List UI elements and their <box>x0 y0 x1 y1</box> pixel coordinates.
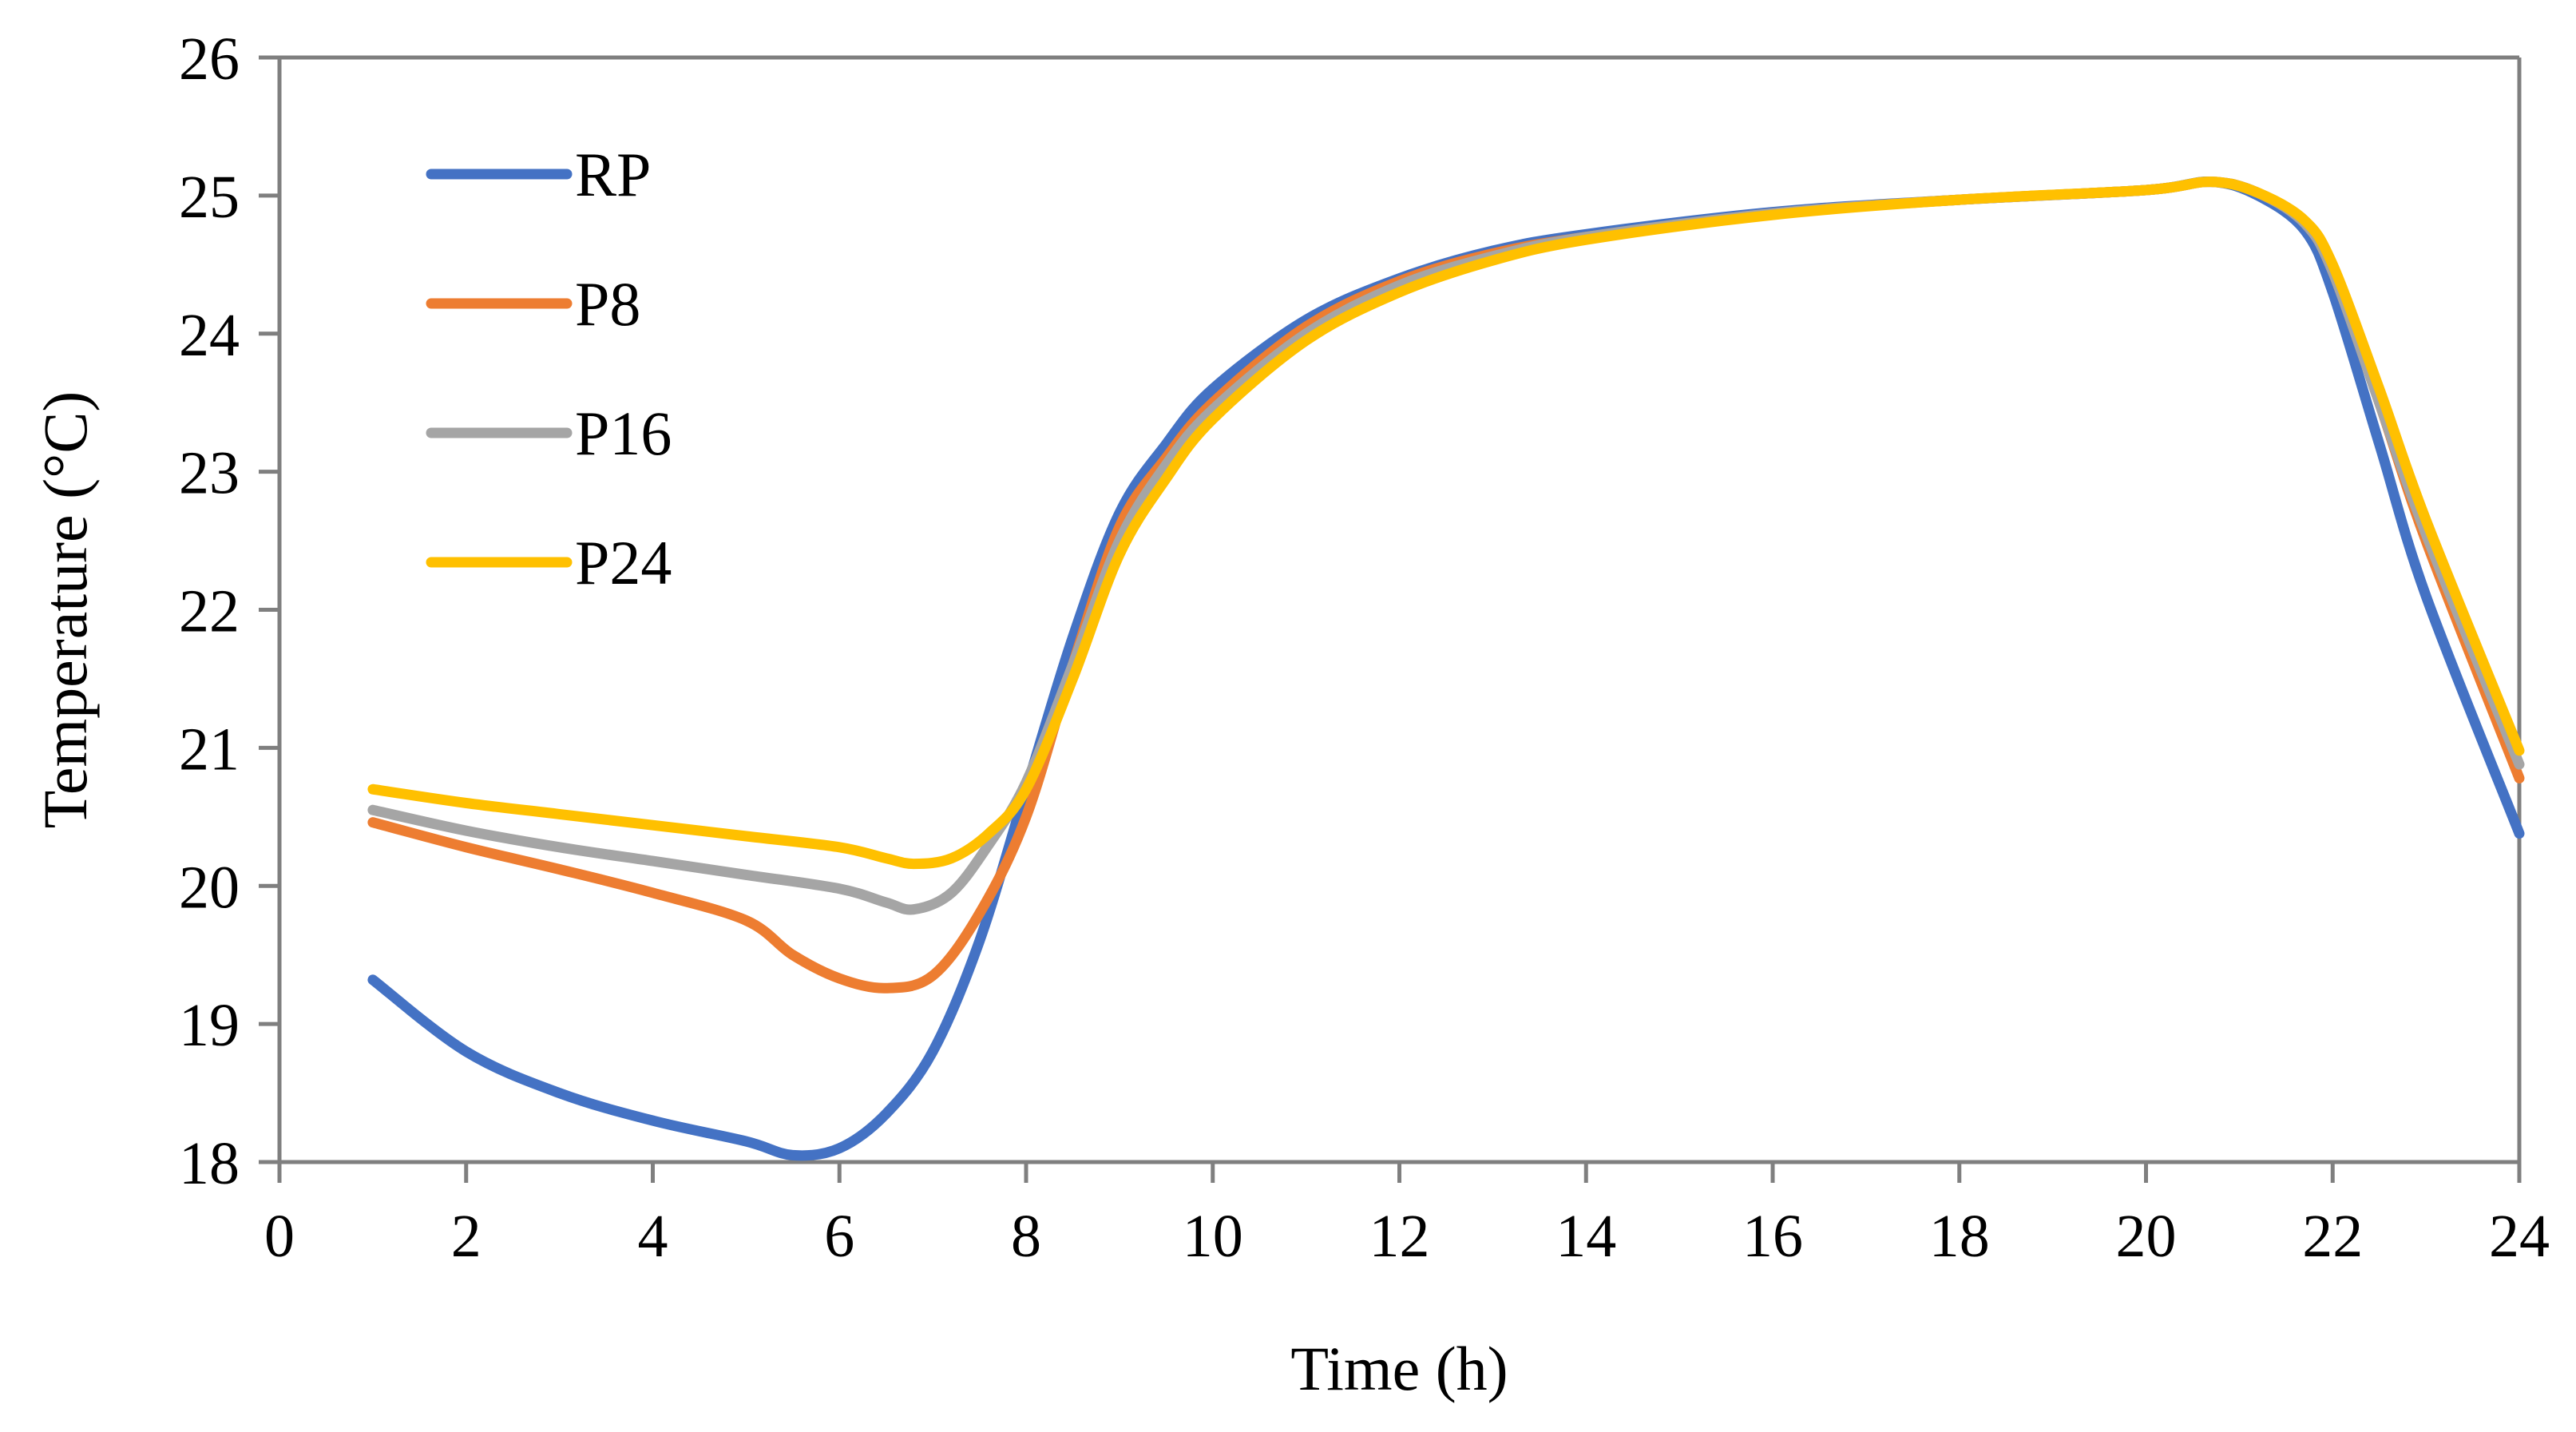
y-tick-label: 18 <box>179 1130 240 1197</box>
x-tick-label: 8 <box>1011 1203 1041 1270</box>
y-tick-label: 20 <box>179 854 240 921</box>
x-tick-label: 0 <box>264 1203 295 1270</box>
x-tick-label: 4 <box>638 1203 668 1270</box>
series-line-p24 <box>367 177 2525 870</box>
x-tick-label: 10 <box>1183 1203 1243 1270</box>
x-tick-label: 24 <box>2489 1203 2550 1270</box>
x-tick-label: 16 <box>1742 1203 1803 1270</box>
legend-label-p24: P24 <box>575 528 672 597</box>
y-tick-label: 25 <box>179 164 240 231</box>
legend-label-p8: P8 <box>575 269 640 339</box>
series-line-rp <box>367 176 2525 1161</box>
y-axis-title: Temperature (°C) <box>30 391 100 829</box>
x-tick-label: 14 <box>1556 1203 1616 1270</box>
x-tick-label: 20 <box>2116 1203 2177 1270</box>
y-axis-ticks: 18 19 20 21 22 23 24 25 26 <box>179 26 279 1197</box>
legend-label-p16: P16 <box>575 399 672 468</box>
series-line-p16 <box>367 177 2525 915</box>
y-tick-label: 19 <box>179 992 240 1059</box>
y-tick-label: 23 <box>179 440 240 507</box>
y-tick-label: 24 <box>179 302 240 369</box>
x-tick-label: 6 <box>824 1203 854 1270</box>
series-lines <box>367 176 2525 1161</box>
legend-label-rp: RP <box>575 140 651 209</box>
y-tick-label: 21 <box>179 716 240 783</box>
x-axis-ticks: 0 2 4 6 8 10 12 14 16 18 20 22 24 <box>264 1162 2550 1270</box>
x-tick-label: 12 <box>1369 1203 1430 1270</box>
y-tick-label: 26 <box>179 26 240 93</box>
x-tick-label: 2 <box>451 1203 482 1270</box>
legend: RP P8 P16 P24 <box>426 140 672 597</box>
x-tick-label: 22 <box>2302 1203 2363 1270</box>
x-tick-label: 18 <box>1929 1203 1990 1270</box>
plot-frame <box>277 55 2522 1164</box>
y-tick-label: 22 <box>179 578 240 645</box>
x-axis-title: Time (h) <box>1290 1334 1508 1403</box>
